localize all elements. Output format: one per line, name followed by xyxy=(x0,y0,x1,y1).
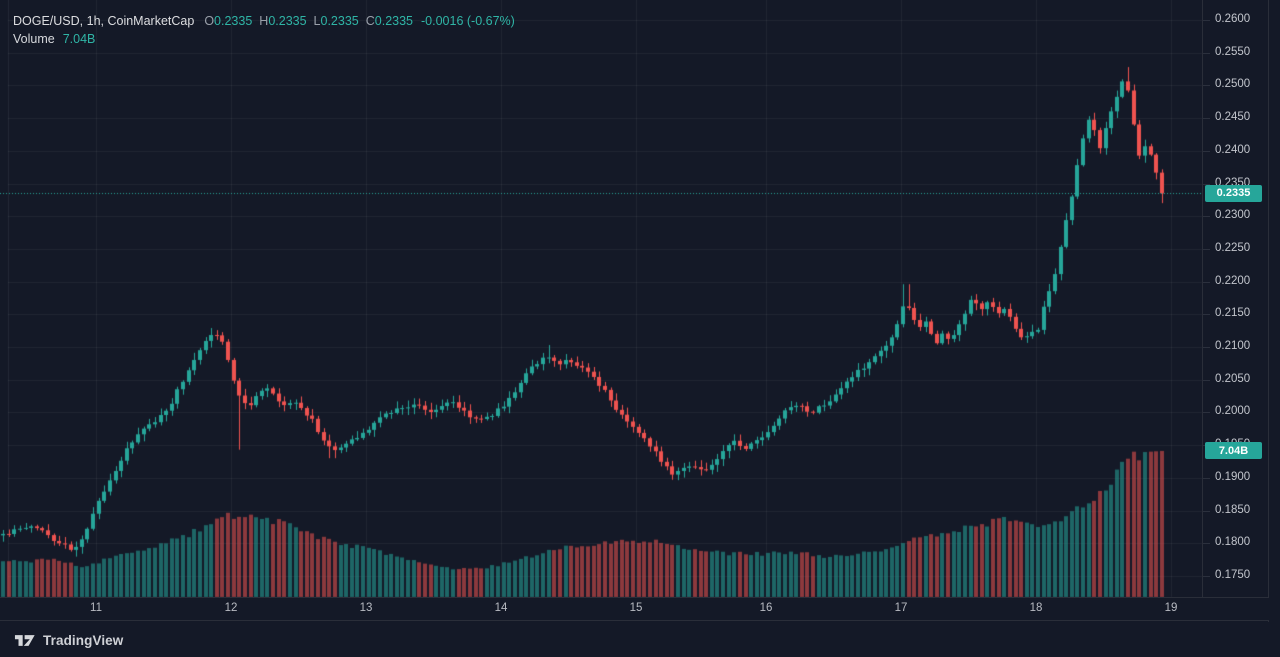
legend-symbol-row: DOGE/USD, 1h, CoinMarketCap O0.2335 H0.23… xyxy=(13,13,515,29)
price-axis-label: 0.2400 xyxy=(1202,143,1251,156)
price-change: -0.0016 (-0.67%) xyxy=(421,14,515,28)
time-axis-label: 14 xyxy=(494,602,508,614)
price-axis-label: 0.2200 xyxy=(1202,274,1251,287)
ohlc-item: H0.2335 xyxy=(259,14,307,28)
last-volume-badge: 7.04B xyxy=(1205,442,1262,460)
time-axis-label: 19 xyxy=(1164,602,1178,614)
ohlc-item: O0.2335 xyxy=(204,14,253,28)
time-axis-label: 13 xyxy=(359,602,373,614)
volume-value: 7.04B xyxy=(62,32,96,46)
price-axis-label: 0.2250 xyxy=(1202,241,1251,254)
price-axis-label: 0.1800 xyxy=(1202,536,1251,549)
price-axis-label: 0.2600 xyxy=(1202,13,1251,25)
ohlc-item: C0.2335 xyxy=(365,14,413,28)
price-axis-label: 0.2300 xyxy=(1202,209,1251,222)
time-axis-label: 18 xyxy=(1029,602,1043,614)
time-axis-label: 15 xyxy=(629,602,643,614)
price-axis-label: 0.2100 xyxy=(1202,340,1251,352)
price-axis-label: 0.1900 xyxy=(1202,470,1251,483)
price-axis-label: 0.2500 xyxy=(1202,78,1251,91)
price-axis-label: 0.1750 xyxy=(1202,568,1251,581)
tradingview-logo-icon[interactable] xyxy=(14,632,36,649)
time-axis-label: 12 xyxy=(224,602,238,614)
ohlc-values: O0.2335 H0.2335 L0.2335 C0.2335 xyxy=(204,13,413,29)
time-axis-label: 11 xyxy=(90,602,102,614)
last-price-badge: 0.2335 xyxy=(1205,184,1262,202)
time-axis-label: 16 xyxy=(759,602,773,614)
tradingview-brand[interactable]: TradingView xyxy=(43,632,124,648)
price-axis-label: 0.2000 xyxy=(1202,405,1251,418)
chart-legend: DOGE/USD, 1h, CoinMarketCap O0.2335 H0.23… xyxy=(13,13,515,47)
symbol-title[interactable]: DOGE/USD, 1h, CoinMarketCap xyxy=(13,14,195,28)
price-axis-label: 0.2050 xyxy=(1202,372,1251,385)
price-axis-label: 0.2450 xyxy=(1202,111,1251,124)
time-axis-label: 17 xyxy=(894,602,908,614)
volume-label: Volume xyxy=(13,32,55,46)
ohlc-item: L0.2335 xyxy=(313,14,359,28)
price-axis-label: 0.2550 xyxy=(1202,45,1251,58)
footer-bar: TradingView xyxy=(0,623,1280,657)
legend-volume-row: Volume 7.04B xyxy=(13,31,515,47)
price-axis-label: 0.1850 xyxy=(1202,503,1251,516)
time-axis[interactable]: 11 12 13 14 15 16 17 18 19 xyxy=(0,597,1269,621)
price-axis-label: 0.2150 xyxy=(1202,307,1251,320)
price-axis-right-border xyxy=(1268,0,1269,622)
price-axis[interactable]: 0.2600 0.2550 0.2500 0.2450 0.2400 0.2350 0.23… xyxy=(1202,0,1269,597)
price-chart-canvas[interactable] xyxy=(0,0,1280,622)
